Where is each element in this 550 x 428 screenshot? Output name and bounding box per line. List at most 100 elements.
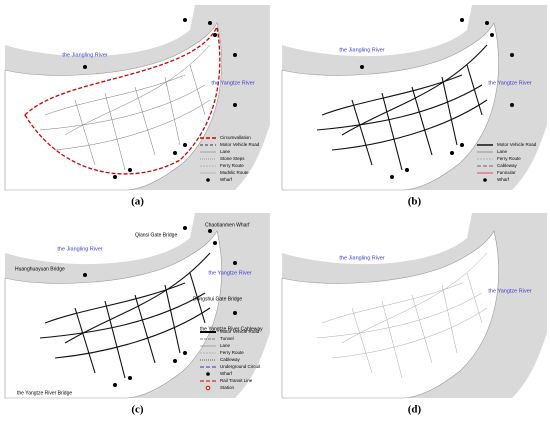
wharf: [183, 226, 187, 230]
map-panel: the Jiangling River the Yangtze River Chao…: [4, 213, 270, 399]
wharf: [460, 18, 464, 22]
street: [351, 307, 373, 374]
street: [134, 86, 156, 156]
legend-label: Rail Transit Line: [220, 378, 253, 383]
street: [411, 294, 433, 364]
legend-symbol: [206, 372, 210, 376]
east-land: [512, 333, 547, 398]
wharf: [460, 143, 464, 147]
peninsula: [281, 22, 499, 191]
street: [341, 252, 488, 344]
street: [189, 64, 206, 116]
wharf: [183, 143, 187, 147]
wharf: [208, 21, 212, 25]
river-label: the Jiangling River: [57, 246, 102, 252]
wharf: [128, 168, 132, 172]
wharf: [510, 103, 514, 107]
legend-label: Motor Vehicle Road: [220, 142, 260, 147]
street: [316, 84, 483, 131]
river-label: the Jiangling River: [339, 255, 384, 261]
legend-label: Circumvallation: [220, 135, 251, 140]
legend-label: Tunnel: [220, 336, 234, 341]
wharf: [213, 33, 217, 37]
street: [331, 99, 488, 151]
street: [54, 99, 211, 151]
wharf: [360, 65, 364, 69]
street: [316, 292, 483, 339]
legend-label: Lane: [497, 149, 508, 154]
wharf: [490, 33, 494, 37]
wharf: [173, 151, 177, 155]
wharf: [233, 261, 237, 265]
panel-label: (a): [131, 196, 144, 208]
street: [104, 300, 126, 379]
legend-label: Stone Steps: [220, 156, 245, 161]
legend-symbol: [205, 385, 211, 391]
legend-label: Lane: [220, 343, 231, 348]
river-label: the Jiangling River: [62, 52, 107, 58]
street: [74, 99, 96, 166]
river-label: the Jiangling River: [339, 47, 384, 53]
river-label: the Yangtze River: [488, 80, 531, 86]
street: [466, 64, 483, 116]
peninsula: [4, 230, 222, 399]
street: [351, 99, 373, 166]
north-land: [282, 213, 472, 265]
street: [39, 292, 206, 339]
wharf: [113, 175, 117, 179]
east-land: [512, 125, 547, 190]
street: [104, 92, 126, 171]
wharf: [83, 273, 87, 277]
north-land: [282, 5, 472, 57]
legend-label: Station: [220, 385, 235, 390]
panel-label: (b): [408, 196, 422, 208]
place-annotation: Qiansi Gate Bridge: [135, 232, 177, 238]
wharf: [233, 103, 237, 107]
circumvallation: [24, 24, 221, 175]
river-label: the Yangtze River: [208, 270, 251, 276]
street: [189, 272, 206, 324]
legend-label: Wharf: [220, 177, 233, 182]
river-label: the Yangtze River: [488, 288, 531, 294]
place-annotation: the Yangtze River Bridge: [17, 390, 72, 396]
legend-label: Motor Vehicle Road: [220, 329, 260, 334]
panel-label: (d): [408, 404, 422, 416]
street: [466, 272, 483, 324]
legend-label: Motor Vehicle Road: [497, 142, 537, 147]
legend-label: Underground Circuit: [220, 364, 261, 369]
place-annotation: Chaotianmen Wharf: [205, 222, 250, 228]
wharf: [450, 151, 454, 155]
legend-label: Ferry Route: [497, 156, 521, 161]
legend-label: Ferry Route: [220, 350, 244, 355]
legend-label: Cableway: [220, 357, 241, 362]
street: [441, 284, 458, 354]
legend-label: Mudslic Route: [220, 170, 249, 175]
wharf: [183, 351, 187, 355]
legend-label: Lane: [220, 149, 231, 154]
street: [74, 307, 96, 374]
wharf: [233, 311, 237, 315]
wharf: [213, 241, 217, 245]
river-label: the Yangtze River: [211, 80, 254, 86]
wharf: [83, 65, 87, 69]
legend-label: Cableway: [497, 163, 518, 168]
street: [64, 44, 211, 136]
street: [164, 284, 181, 354]
legend-label: Ferry Route: [220, 163, 244, 168]
north-land: [5, 5, 195, 57]
place-annotation: Huanghuayuan Bridge: [15, 266, 65, 272]
street: [39, 84, 206, 131]
wharf: [183, 18, 187, 22]
street: [441, 76, 458, 146]
legend-label: Funicular: [497, 170, 516, 175]
wharf: [113, 383, 117, 387]
legend-label: Wharf: [497, 177, 510, 182]
street: [331, 307, 488, 359]
wharf: [485, 21, 489, 25]
peninsula: [4, 22, 222, 191]
map-panel: the Jiangling River the Yangtze River Moto…: [281, 5, 547, 191]
legend-symbol: [206, 178, 210, 182]
wharf: [233, 53, 237, 57]
wharf: [208, 229, 212, 233]
